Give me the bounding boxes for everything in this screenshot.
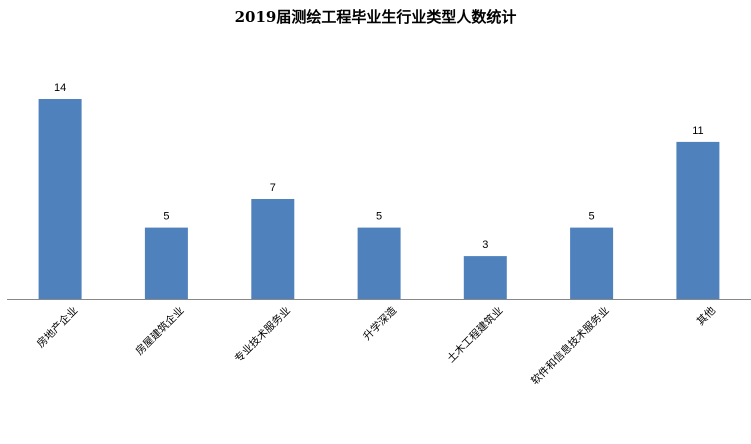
category-label-6: 软件和信息技术服务业 bbox=[528, 304, 611, 387]
data-label-4: 5 bbox=[376, 211, 382, 223]
data-label-5: 3 bbox=[482, 239, 488, 251]
category-label-4: 升学深造 bbox=[360, 304, 399, 343]
data-label-1: 14 bbox=[54, 82, 66, 94]
data-label-3: 7 bbox=[270, 182, 276, 194]
category-label-3: 专业技术服务业 bbox=[232, 304, 293, 365]
category-label-5: 土木工程建筑业 bbox=[444, 304, 505, 365]
category-label-7: 其他 bbox=[694, 304, 718, 328]
bar-7 bbox=[676, 141, 720, 299]
chart-title: 2019届测绘工程毕业生行业类型人数统计 bbox=[234, 8, 517, 26]
bar-4 bbox=[357, 227, 401, 299]
data-label-7: 11 bbox=[692, 125, 703, 137]
bar-3 bbox=[251, 199, 295, 299]
bar-6 bbox=[570, 227, 614, 299]
data-label-6: 5 bbox=[589, 211, 595, 223]
data-label-2: 5 bbox=[163, 211, 169, 223]
category-label-1: 房地产企业 bbox=[34, 304, 80, 350]
bar-2 bbox=[144, 227, 188, 299]
category-label-2: 房屋建筑企业 bbox=[133, 304, 187, 358]
bar-1 bbox=[38, 99, 82, 299]
bar-5 bbox=[463, 256, 507, 299]
